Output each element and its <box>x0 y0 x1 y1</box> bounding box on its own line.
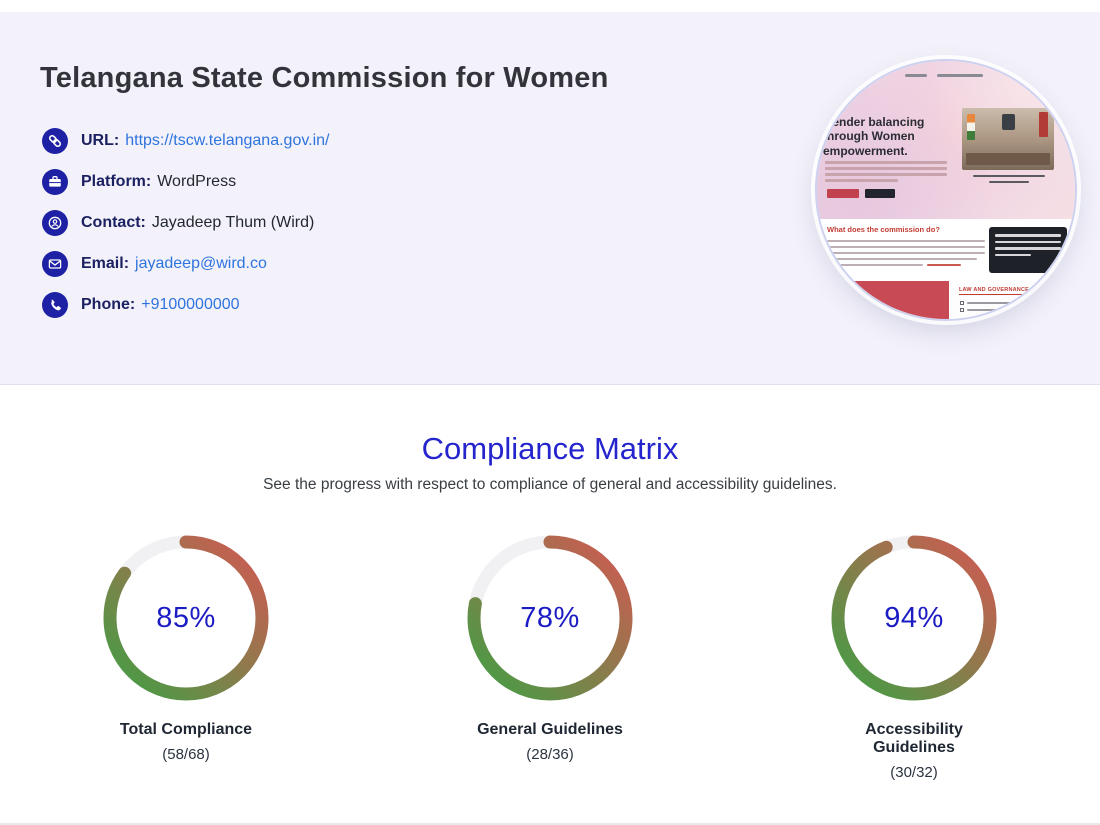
gauge-count: (28/36) <box>526 746 574 763</box>
page-title: Telangana State Commission for Women <box>40 62 609 94</box>
info-label: Platform: <box>81 173 152 190</box>
mini-red-panel <box>839 281 949 319</box>
info-row-url: URL: https://tscw.telangana.gov.in/ <box>42 128 1100 154</box>
gauge-label: Accessibility Guidelines <box>865 721 963 756</box>
mini-nav-item <box>937 74 983 77</box>
gauge-percent-value: 94% <box>884 601 944 634</box>
mini-hero-paragraph <box>825 161 947 185</box>
mini-photo-caption <box>973 175 1045 177</box>
mini-section-heading: What does the commission do? <box>827 225 940 234</box>
info-row-phone: Phone: +9100000000 <box>42 292 1100 318</box>
gauge-row: 85% Total Compliance (58/68) 78% General… <box>0 534 1100 781</box>
gauge-count: (58/68) <box>162 746 210 763</box>
info-row-email: Email: jayadeep@wird.co <box>42 251 1100 277</box>
website-preview-thumbnail: Gender balancing through Women empowerme… <box>815 59 1077 321</box>
platform-value: WordPress <box>157 173 237 190</box>
compliance-title: Compliance Matrix <box>421 431 679 466</box>
donut-gauge: 94% <box>830 534 998 702</box>
info-row-contact: Contact: Jayadeep Thum (Wird) <box>42 210 1100 236</box>
state-emblem <box>1002 114 1015 130</box>
india-flag <box>967 114 975 140</box>
red-flag <box>1039 112 1048 137</box>
mini-site-mockup: Gender balancing through Women empowerme… <box>817 61 1075 319</box>
info-label: URL: <box>81 132 120 149</box>
gauge-label: General Guidelines <box>477 721 623 738</box>
compliance-subtitle: See the progress with respect to complia… <box>263 476 837 493</box>
gauge-total-compliance: 85% Total Compliance (58/68) <box>102 534 270 781</box>
info-label: Phone: <box>81 296 136 313</box>
gauge-general-guidelines: 78% General Guidelines (28/36) <box>466 534 634 781</box>
mini-photo-caption <box>989 181 1029 183</box>
mini-body-band: What does the commission do? <box>817 219 1075 281</box>
envelope-icon <box>42 251 68 277</box>
link-icon <box>42 128 68 154</box>
mini-hero-button-secondary <box>865 189 895 198</box>
mini-nav-item <box>905 74 927 77</box>
site-info-section: Telangana State Commission for Women URL… <box>0 12 1100 385</box>
info-label: Email: <box>81 255 130 272</box>
mini-quote-block <box>989 227 1067 273</box>
gauge-percent-value: 78% <box>520 601 580 634</box>
gauge-count: (30/32) <box>890 764 938 781</box>
mini-hero-heading: Gender balancing through Women empowerme… <box>823 115 925 158</box>
mini-subsection-heading: LAW AND GOVERNANCE <box>959 287 1030 295</box>
briefcase-icon <box>42 169 68 195</box>
gauge-label: Total Compliance <box>119 721 253 738</box>
user-icon <box>42 210 68 236</box>
donut-gauge: 78% <box>466 534 634 702</box>
gauge-percent-value: 85% <box>156 601 216 634</box>
mini-footer-band: LAW AND GOVERNANCE <box>817 281 1075 319</box>
email-link[interactable]: jayadeep@wird.co <box>135 255 267 272</box>
mini-meeting-photo <box>962 108 1054 170</box>
meeting-table <box>966 153 1050 165</box>
phone-link[interactable]: +9100000000 <box>141 296 240 313</box>
contact-value: Jayadeep Thum (Wird) <box>151 214 315 231</box>
info-label: Contact: <box>81 214 146 231</box>
mini-hero-button-primary <box>827 189 859 198</box>
site-url-link[interactable]: https://tscw.telangana.gov.in/ <box>125 132 330 149</box>
donut-gauge: 85% <box>102 534 270 702</box>
site-info-list: URL: https://tscw.telangana.gov.in/ Plat… <box>42 128 1100 318</box>
mini-hero-banner: Gender balancing through Women empowerme… <box>817 61 1075 219</box>
page-top-strip <box>0 0 1100 12</box>
info-row-platform: Platform: WordPress <box>42 169 1100 195</box>
compliance-matrix-section: Compliance Matrix See the progress with … <box>0 385 1100 822</box>
gauge-accessibility-guidelines: 94% Accessibility Guidelines (30/32) <box>830 534 998 781</box>
phone-icon <box>42 292 68 318</box>
mini-read-more-link <box>927 264 961 266</box>
page-bottom-divider <box>0 823 1100 825</box>
